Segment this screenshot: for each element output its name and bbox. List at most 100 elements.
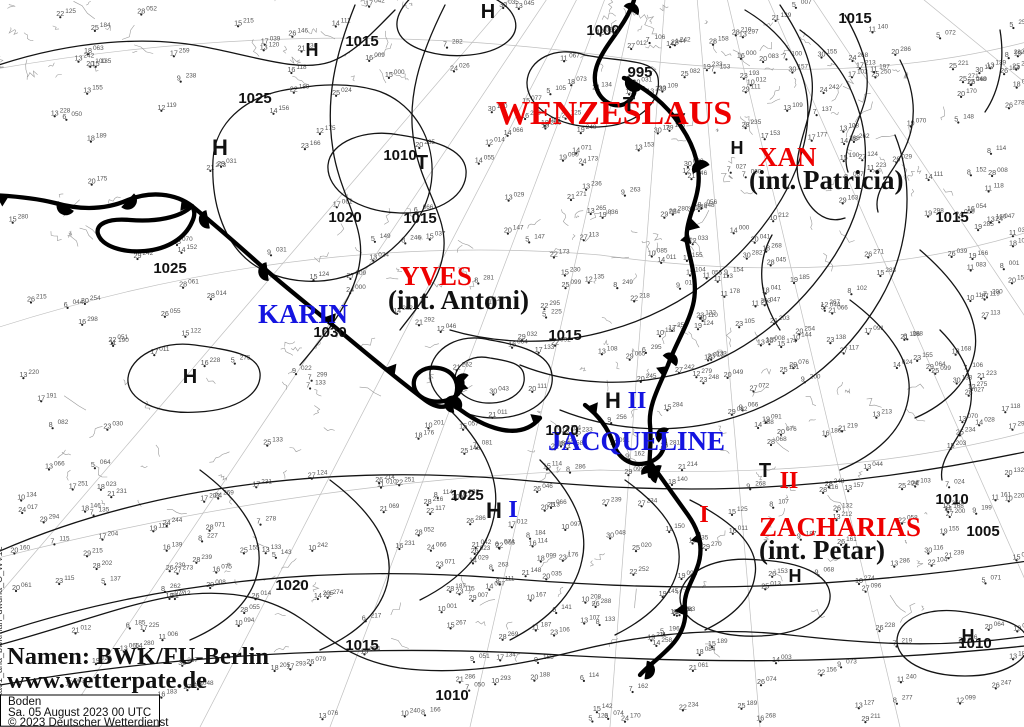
svg-text:140: 140: [677, 476, 688, 483]
svg-text:061: 061: [188, 279, 199, 286]
svg-text:225: 225: [149, 622, 160, 629]
svg-text:013: 013: [770, 580, 781, 587]
svg-text:256: 256: [616, 414, 627, 421]
svg-text:000: 000: [746, 50, 757, 57]
svg-text:293: 293: [295, 660, 306, 667]
svg-text:133: 133: [272, 437, 283, 444]
svg-text:073: 073: [576, 76, 587, 83]
svg-text:155: 155: [949, 526, 960, 533]
svg-text:000: 000: [739, 224, 750, 231]
svg-text:1015: 1015: [838, 10, 871, 27]
svg-text:139: 139: [172, 542, 183, 549]
svg-text:113: 113: [723, 273, 734, 280]
svg-text:090: 090: [568, 152, 579, 159]
svg-text:038: 038: [1018, 227, 1024, 234]
svg-text:215: 215: [243, 17, 254, 24]
svg-text:282: 282: [452, 39, 463, 46]
svg-text:259: 259: [179, 47, 190, 54]
svg-text:029: 029: [478, 554, 489, 561]
svg-text:153: 153: [770, 130, 781, 137]
svg-text:113: 113: [665, 327, 676, 334]
svg-text:099: 099: [940, 365, 951, 372]
svg-text:006: 006: [168, 631, 179, 638]
svg-text:293: 293: [500, 675, 511, 682]
svg-text:1010: 1010: [383, 147, 416, 164]
svg-text:277: 277: [902, 695, 913, 702]
svg-text:212: 212: [778, 212, 789, 219]
svg-text:052: 052: [424, 526, 435, 533]
svg-text:157: 157: [853, 482, 864, 489]
svg-text:242: 242: [829, 84, 840, 91]
svg-text:064: 064: [100, 459, 111, 466]
svg-text:189: 189: [747, 700, 758, 707]
svg-text:140: 140: [878, 23, 889, 30]
svg-text:188: 188: [539, 672, 550, 679]
svg-text:H: H: [306, 40, 319, 60]
svg-text:(int. Antoni): (int. Antoni): [388, 285, 529, 315]
svg-text:106: 106: [559, 627, 570, 634]
svg-text:228: 228: [60, 107, 71, 114]
svg-text:064: 064: [994, 621, 1005, 628]
svg-text:286: 286: [900, 46, 911, 53]
svg-text:107: 107: [778, 499, 789, 506]
svg-text:083: 083: [976, 262, 987, 269]
svg-text:082: 082: [737, 406, 748, 413]
svg-text:074: 074: [504, 539, 515, 546]
svg-text:099: 099: [571, 279, 582, 286]
svg-text:1015: 1015: [403, 210, 436, 227]
svg-text:H: H: [605, 388, 621, 413]
svg-text:071: 071: [445, 559, 456, 566]
svg-text:177: 177: [817, 132, 828, 139]
svg-text:271: 271: [968, 73, 979, 80]
svg-text:047: 047: [770, 296, 781, 303]
svg-text:071: 071: [991, 574, 1002, 581]
svg-text:023: 023: [106, 481, 117, 488]
svg-text:II: II: [780, 468, 799, 494]
svg-text:235: 235: [751, 119, 762, 126]
svg-text:178: 178: [729, 288, 740, 295]
svg-text:076: 076: [786, 426, 797, 433]
svg-text:292: 292: [424, 316, 435, 323]
svg-text:295: 295: [651, 344, 662, 351]
svg-text:173: 173: [588, 156, 599, 163]
svg-text:298: 298: [87, 316, 98, 323]
svg-text:109: 109: [667, 83, 678, 90]
svg-text:100: 100: [95, 58, 106, 65]
svg-text:205: 205: [280, 662, 291, 669]
svg-text:082: 082: [690, 68, 701, 75]
svg-text:1010: 1010: [958, 635, 991, 652]
svg-text:263: 263: [498, 561, 509, 568]
svg-text:125: 125: [766, 336, 777, 343]
svg-text:020: 020: [641, 542, 652, 549]
svg-text:1025: 1025: [238, 90, 271, 107]
svg-text:011: 011: [666, 254, 677, 261]
svg-text:044: 044: [830, 302, 841, 309]
svg-text:176: 176: [424, 430, 435, 437]
svg-text:251: 251: [404, 476, 415, 483]
svg-text:024: 024: [341, 87, 352, 94]
svg-text:097: 097: [570, 521, 581, 528]
svg-text:001: 001: [1009, 260, 1020, 267]
svg-text:044: 044: [872, 461, 883, 468]
svg-text:046: 046: [446, 323, 457, 330]
svg-text:254: 254: [90, 295, 101, 302]
svg-text:155: 155: [692, 252, 703, 259]
svg-text:1005: 1005: [966, 523, 999, 540]
svg-text:220: 220: [28, 369, 39, 376]
svg-text:H: H: [481, 1, 495, 23]
svg-text:244: 244: [172, 517, 183, 524]
svg-text:119: 119: [166, 102, 177, 109]
svg-text:027: 027: [736, 164, 747, 171]
svg-text:158: 158: [718, 36, 729, 43]
svg-text:275: 275: [977, 381, 988, 388]
svg-text:tka01_ana_bwkman_dwdna_O_WV12: tka01_ana_bwkman_dwdna_O_WV12: [0, 546, 4, 700]
svg-text:161: 161: [1001, 491, 1012, 498]
svg-text:155: 155: [922, 352, 933, 359]
svg-text:035: 035: [551, 570, 562, 577]
svg-text:203: 203: [956, 440, 967, 447]
svg-text:109: 109: [792, 102, 803, 109]
svg-text:240: 240: [906, 673, 917, 680]
svg-text:043: 043: [498, 386, 509, 393]
svg-text:117: 117: [435, 505, 446, 512]
svg-text:124: 124: [317, 470, 328, 477]
